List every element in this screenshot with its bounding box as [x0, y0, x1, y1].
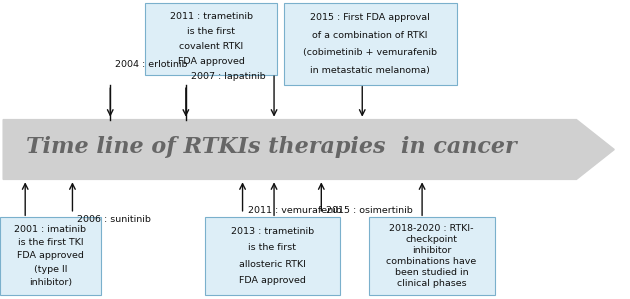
Text: in metastatic melanoma): in metastatic melanoma) — [310, 66, 430, 75]
FancyBboxPatch shape — [369, 217, 495, 295]
Text: 2013 : trametinib: 2013 : trametinib — [231, 227, 314, 236]
FancyBboxPatch shape — [284, 3, 457, 85]
Text: inhibitor): inhibitor) — [29, 278, 72, 287]
Text: is the first: is the first — [187, 27, 235, 36]
Text: FDA approved: FDA approved — [17, 251, 84, 260]
Text: (cobimetinib + vemurafenib: (cobimetinib + vemurafenib — [303, 48, 437, 57]
Text: 2004 : erlotinib: 2004 : erlotinib — [115, 60, 188, 69]
FancyBboxPatch shape — [205, 217, 340, 295]
Text: combinations have: combinations have — [386, 257, 477, 266]
Text: is the first TKI: is the first TKI — [18, 238, 83, 247]
Text: FDA approved: FDA approved — [178, 57, 244, 66]
FancyBboxPatch shape — [145, 3, 277, 75]
Text: inhibitor: inhibitor — [412, 246, 451, 255]
Text: allosteric RTKI: allosteric RTKI — [239, 260, 306, 269]
Text: FDA approved: FDA approved — [239, 276, 306, 285]
Polygon shape — [3, 120, 614, 179]
Text: 2011 : trametinib: 2011 : trametinib — [169, 12, 253, 21]
Text: been studied in: been studied in — [395, 268, 468, 277]
Text: Time line of RTKIs therapies  in cancer: Time line of RTKIs therapies in cancer — [26, 135, 516, 158]
Text: 2007 : lapatinib: 2007 : lapatinib — [191, 72, 265, 81]
Text: clinical phases: clinical phases — [397, 279, 466, 288]
Text: is the first: is the first — [248, 243, 297, 252]
Text: 2006 : sunitinib: 2006 : sunitinib — [77, 215, 151, 224]
Text: covalent RTKI: covalent RTKI — [179, 42, 243, 51]
Text: checkpoint: checkpoint — [406, 235, 457, 244]
Text: 2011 : vemurafenib: 2011 : vemurafenib — [248, 206, 341, 215]
Text: 2001 : imatinib: 2001 : imatinib — [14, 225, 86, 234]
FancyBboxPatch shape — [0, 217, 101, 295]
Text: of a combination of RTKI: of a combination of RTKI — [312, 31, 428, 40]
Text: (type II: (type II — [33, 265, 67, 274]
Text: 2015 : First FDA approval: 2015 : First FDA approval — [310, 13, 430, 22]
Text: 2015 : osimertinib: 2015 : osimertinib — [326, 206, 413, 215]
Text: 2018-2020 : RTKI-: 2018-2020 : RTKI- — [389, 224, 474, 233]
